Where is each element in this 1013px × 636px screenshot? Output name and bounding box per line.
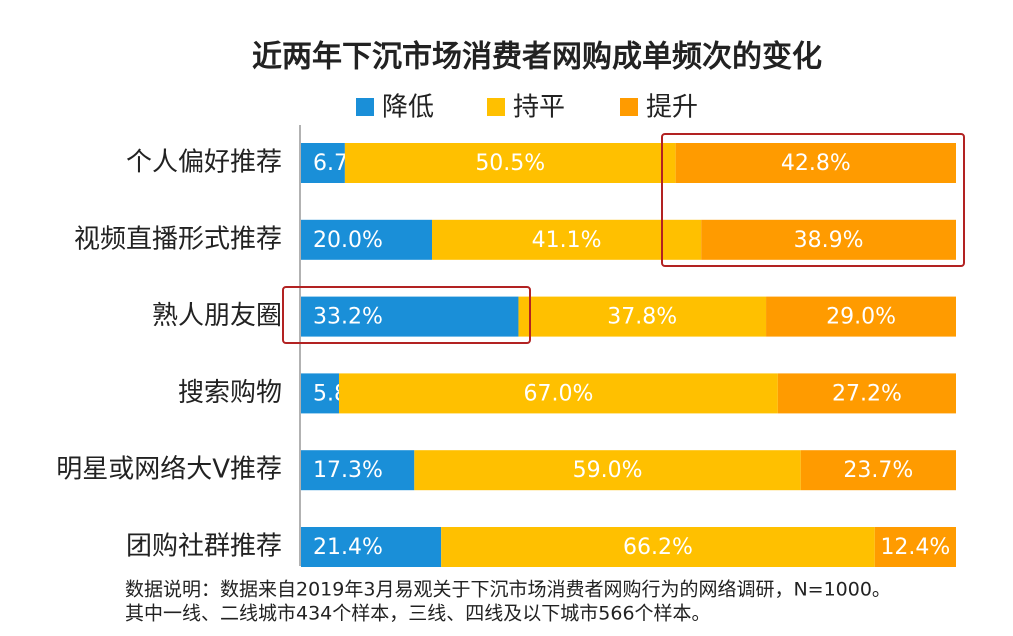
value-label: 66.2% — [623, 535, 693, 560]
bar-segment — [301, 527, 442, 567]
bar-segment — [414, 450, 801, 491]
value-label: 17.3% — [313, 458, 383, 483]
bar-segment — [701, 219, 956, 260]
y-tick-label: 个人偏好推荐 — [126, 148, 282, 178]
note: 数据说明：数据来自2019年3月易观关于下沉市场消费者网购行为的网络调研，N=1… — [125, 579, 891, 601]
value-label: 41.1% — [532, 228, 602, 253]
value-label: 27.2% — [832, 381, 902, 406]
legend-swatch — [356, 98, 374, 116]
bar-segment — [301, 450, 415, 491]
y-tick-label: 熟人朋友圈 — [152, 301, 282, 331]
legend-label: 降低 — [382, 93, 434, 123]
chart-title: 近两年下沉市场消费者网购成单频次的变化 — [252, 40, 822, 75]
bar-segment — [800, 450, 956, 491]
bar-segment — [518, 296, 767, 337]
bar-segment — [441, 527, 875, 567]
value-label: 33.2% — [313, 305, 383, 330]
bar-segment — [874, 527, 956, 567]
y-tick-label: 明星或网络大V推荐 — [56, 455, 282, 485]
highlight-box — [661, 133, 965, 267]
bar-segment — [301, 143, 345, 183]
value-label: 37.8% — [607, 305, 677, 330]
highlight-box — [282, 286, 531, 344]
value-label: 23.7% — [843, 458, 913, 483]
legend-swatch — [620, 98, 638, 116]
bar-segment — [301, 296, 519, 337]
value-label: 38.9% — [794, 228, 864, 253]
legend-swatch — [487, 98, 505, 116]
y-tick-label: 搜索购物 — [178, 378, 282, 408]
legend-label: 提升 — [646, 93, 698, 123]
bar-segment — [301, 373, 339, 414]
legend-label: 持平 — [513, 93, 565, 123]
value-label: 12.4% — [880, 535, 950, 560]
bar-segment — [675, 143, 956, 183]
value-label: 50.5% — [475, 151, 545, 176]
y-tick-label: 团购社群推荐 — [126, 532, 282, 562]
bar-segment — [344, 143, 676, 183]
value-label: 42.8% — [781, 151, 851, 176]
bar-segment — [777, 373, 956, 414]
bar-segment — [301, 219, 432, 260]
value-label: 21.4% — [313, 535, 383, 560]
value-label: 59.0% — [573, 458, 643, 483]
bar-segment — [766, 296, 956, 337]
value-label: 20.0% — [313, 228, 383, 253]
value-label: 29.0% — [826, 305, 896, 330]
note: 其中一线、二线城市434个样本，三线、四线及以下城市566个样本。 — [125, 603, 711, 625]
y-tick-label: 视频直播形式推荐 — [74, 224, 282, 254]
bar-segment — [338, 373, 778, 414]
value-label: 67.0% — [523, 381, 593, 406]
bar-segment — [432, 219, 702, 260]
